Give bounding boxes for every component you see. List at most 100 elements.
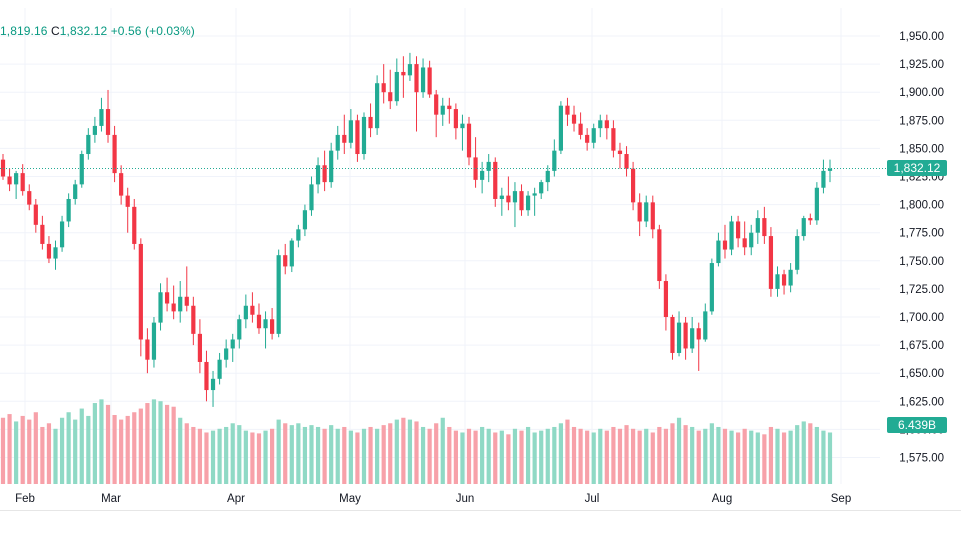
- volume-bar: [768, 426, 774, 484]
- candle-body: [545, 170, 550, 183]
- x-tick-label: Jul: [585, 493, 600, 505]
- candle-body: [480, 170, 485, 180]
- volume-bar: [604, 430, 609, 484]
- volume-bar: [132, 412, 137, 484]
- volume-bar: [742, 428, 747, 484]
- volume-bar: [578, 428, 583, 484]
- volume-bar: [598, 428, 603, 484]
- candle-body: [66, 198, 71, 222]
- volume-label: 6.439B: [887, 417, 947, 434]
- candle-body: [637, 202, 642, 222]
- volume-bar: [827, 432, 833, 484]
- candle-body: [40, 224, 45, 244]
- volume-bar: [414, 421, 419, 484]
- volume-bar: [86, 415, 91, 484]
- volume-bar: [552, 426, 557, 484]
- candle-body: [309, 184, 314, 211]
- volume-bar: [20, 415, 25, 484]
- volume-bar: [676, 417, 682, 484]
- candle-body: [512, 191, 518, 203]
- volume-bar: [440, 417, 445, 484]
- volume-bar: [40, 426, 45, 484]
- candle-body: [368, 116, 373, 129]
- volume-bar: [388, 423, 393, 484]
- volume-bar: [145, 403, 150, 484]
- y-tick-label: 1,675.00: [899, 340, 944, 352]
- candle-body: [722, 240, 728, 250]
- chart-frame[interactable]: 1,950.00 1,925.00 1,900.00 1,875.00 1,850.00…: [0, 8, 961, 511]
- candle-body: [250, 305, 255, 315]
- candle-body: [736, 221, 741, 239]
- y-tick-label: 1,650.00: [899, 368, 944, 380]
- volume-bar: [545, 428, 550, 484]
- candle-body: [709, 263, 714, 312]
- volume-bar: [348, 430, 353, 484]
- candle-body: [755, 218, 760, 233]
- volume-bar: [722, 428, 728, 484]
- candle-body: [178, 296, 183, 312]
- volume-bar: [420, 426, 426, 484]
- candlestick-chart[interactable]: 1,950.00 1,925.00 1,900.00 1,875.00 1,850.00…: [0, 8, 961, 510]
- candle-body: [585, 134, 590, 143]
- candle-body: [263, 319, 268, 329]
- volume-bar: [309, 425, 314, 484]
- volume-bar: [375, 428, 380, 484]
- candle-body: [466, 123, 472, 158]
- volume-bar: [302, 426, 308, 484]
- candle-body: [210, 378, 216, 391]
- volume-bar: [230, 423, 235, 484]
- candle-body: [617, 150, 623, 155]
- legend-change: +0.56 (+0.03%): [110, 24, 195, 38]
- candle-body: [342, 134, 347, 143]
- candle-body: [14, 173, 19, 185]
- candle-body: [230, 339, 235, 349]
- candle-body: [276, 255, 281, 334]
- candle-body: [552, 150, 557, 171]
- candle-body: [151, 322, 157, 360]
- legend-low-value: 1,819.16: [0, 24, 48, 38]
- candle-body: [670, 317, 675, 353]
- volume-bar: [105, 404, 111, 484]
- y-tick-label: 1,875.00: [899, 115, 944, 127]
- volume-bar: [466, 428, 472, 484]
- volume-bar: [315, 426, 321, 484]
- volume-bar: [204, 432, 209, 484]
- volume-bar: [27, 419, 32, 484]
- candle-body: [630, 168, 636, 203]
- last-price-label: 1,832.12: [887, 160, 947, 177]
- volume-bar: [66, 412, 71, 484]
- volume-bar: [224, 426, 229, 484]
- candle-body: [716, 240, 721, 264]
- volume-bar: [33, 412, 38, 484]
- candle-body: [73, 184, 78, 199]
- legend-close-value: 1,832.12: [59, 24, 108, 38]
- volume-bar: [210, 430, 216, 484]
- volume-bar: [329, 425, 334, 484]
- volume-bar: [696, 430, 701, 484]
- candle-body: [703, 311, 708, 340]
- volume-bar: [184, 423, 189, 484]
- candle-body: [827, 168, 833, 171]
- y-axis[interactable]: 1,950.00 1,925.00 1,900.00 1,875.00 1,850.00…: [899, 31, 944, 465]
- volume-bar: [775, 428, 780, 484]
- volume-bar: [801, 421, 806, 484]
- candle-body: [598, 120, 603, 129]
- candle-body: [558, 105, 563, 151]
- volume-bar: [585, 430, 590, 484]
- x-axis[interactable]: Feb Mar Apr May Jun Jul Aug Sep: [15, 493, 851, 505]
- candle-body: [499, 195, 504, 199]
- candle-body: [434, 94, 439, 115]
- candle-body: [394, 71, 399, 102]
- volume-bar: [256, 433, 262, 484]
- candle-body: [145, 339, 150, 360]
- candle-body: [243, 305, 248, 320]
- volume-bar: [716, 426, 721, 484]
- volume-bar: [453, 430, 458, 484]
- volume-bar: [138, 408, 143, 484]
- volume-bar: [480, 426, 485, 484]
- volume-bar: [532, 432, 537, 484]
- candle-body: [814, 187, 819, 221]
- candle-body: [217, 359, 222, 379]
- candle-body: [46, 243, 52, 259]
- candle-body: [204, 361, 209, 391]
